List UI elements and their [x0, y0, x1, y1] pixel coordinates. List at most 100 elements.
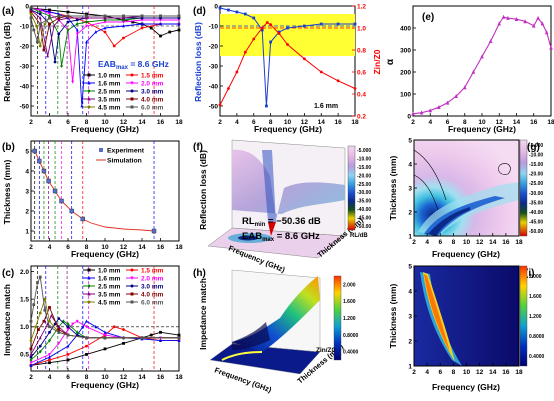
x-tick-label: 14 — [138, 119, 146, 126]
series-point — [48, 325, 51, 329]
series-point — [122, 24, 125, 28]
y-tick-label: -30 — [20, 63, 30, 70]
series-point — [71, 80, 75, 84]
series-point — [52, 24, 56, 28]
series-point — [29, 355, 33, 359]
series-point — [103, 16, 107, 20]
legend-label: 2.0 mm — [141, 276, 164, 283]
x-tick-label: 4 — [428, 119, 432, 126]
x-tick-label: 2 — [411, 119, 415, 126]
x-tick-label: 8 — [452, 369, 456, 376]
panel-d: 2 4 6 8 10 12 14 16 18 0 -10 -20 -30 -40 -50 0.2 0.4 0.6 0… — [193, 3, 382, 134]
panel-h-letter: (h) — [193, 268, 206, 279]
series-point — [48, 338, 51, 343]
colorbar-tick-label: -20.00 — [357, 173, 371, 179]
x-tick-label: 8 — [463, 119, 467, 126]
series-point — [85, 24, 88, 28]
legend-marker — [87, 284, 91, 288]
series-point — [38, 349, 42, 354]
series-point — [48, 14, 51, 18]
series-line-1-0-mm — [30, 7, 180, 37]
alpha-point — [445, 100, 450, 105]
legend-label: 2.5 mm — [98, 284, 121, 291]
series-point — [159, 330, 162, 334]
series-point — [122, 341, 125, 345]
rl-point — [252, 16, 256, 20]
alpha-point — [419, 110, 424, 115]
colorbar-tick-label: 0.4000 — [343, 350, 359, 356]
series-point — [103, 347, 107, 351]
rl-point — [235, 10, 239, 14]
y-tick-label: 1 — [25, 228, 29, 235]
series-point — [66, 28, 70, 32]
series-point — [38, 12, 42, 16]
series-point — [85, 336, 88, 340]
series-point — [85, 14, 88, 18]
x-tick-label: 2 — [412, 239, 416, 246]
zin-point — [235, 70, 239, 74]
legend-marker — [87, 97, 91, 101]
rl-point — [353, 22, 357, 26]
x-tick-label: 16 — [157, 374, 165, 381]
y-tick-label: 4 — [408, 161, 412, 168]
x-tick-label: 12 — [301, 119, 309, 126]
rl-point — [227, 8, 230, 12]
panel-i-colorbar-ticks: 2.000 1.600 1.200 0.8000 0.4000 — [529, 274, 545, 360]
y-tick-label: -10 — [20, 23, 30, 30]
x-tick-label: 4 — [425, 369, 429, 376]
x-tick-label: 18 — [351, 119, 359, 126]
panel-e-ylabel: α — [385, 58, 396, 65]
x-tick-label: 8 — [85, 374, 89, 381]
series-point — [75, 319, 79, 324]
y-tick-label: 200 — [400, 69, 411, 76]
zin-point — [260, 26, 264, 30]
colorbar-tick-label: -15.00 — [357, 165, 371, 171]
panel-h-floor — [209, 343, 321, 375]
series-point — [38, 22, 42, 26]
x-tick-label: 2 — [29, 374, 33, 381]
x-tick-label: 14 — [138, 244, 146, 251]
legend-label: 1.0 mm — [98, 268, 121, 275]
y-tick-label: 2 — [408, 209, 412, 216]
panel-g-letter: (g) — [527, 142, 540, 153]
series-point — [38, 311, 42, 315]
series-point — [48, 16, 51, 20]
panel-h-colorbar — [333, 275, 342, 361]
series-point — [48, 306, 51, 309]
panel-a: 2 4 6 8 10 12 14 16 18 0 -10 -20 -30 -40 -50 (a) Refle… — [2, 3, 183, 134]
series-point — [43, 22, 47, 26]
legend-label: 3.0 mm — [141, 89, 164, 96]
experiment-point — [80, 216, 86, 222]
x-tick-label: 16 — [530, 119, 538, 126]
series-point — [103, 333, 107, 337]
series-point — [36, 40, 39, 44]
series-point — [94, 324, 98, 329]
panel-f-colorbar — [347, 145, 356, 231]
panel-e: 2 4 6 8 10 12 14 16 18 0 100 200 300 400 (e) α Freque… — [385, 5, 554, 134]
series-point — [122, 36, 125, 40]
colorbar-tick-label: -5.000 — [357, 148, 371, 154]
x-tick-label: 14 — [318, 119, 326, 126]
colorbar-tick-label: -5.000 — [529, 143, 543, 149]
alpha-point — [514, 16, 519, 21]
y-tick-label: 1 — [408, 233, 412, 240]
x-tick-label: 14 — [489, 239, 497, 246]
legend-label: 4.5 mm — [98, 105, 121, 112]
y-right-tick-label: 1.2 — [357, 3, 366, 10]
series-point — [177, 333, 181, 337]
y-tick-label: 3 — [408, 185, 412, 192]
x-tick-label: 12 — [120, 119, 128, 126]
x-tick-label: 2 — [218, 119, 222, 126]
panel-f-eabmax: EABmax = 8.6 GHz — [242, 231, 320, 243]
panel-h: (h) Impedance match Frequency (GHz) Thic… — [193, 268, 359, 395]
series-point — [38, 335, 42, 340]
panel-d-xlabel: Frequency (GHz) — [254, 124, 322, 134]
series-point — [66, 16, 70, 20]
alpha-point — [506, 15, 510, 20]
series-point — [140, 18, 144, 22]
series-point — [29, 358, 33, 362]
series-line-4-0-mm — [30, 306, 179, 350]
rl-point — [269, 40, 273, 44]
colorbar-tick-label: -10.00 — [357, 157, 371, 163]
x-tick-label: 18 — [175, 244, 183, 251]
